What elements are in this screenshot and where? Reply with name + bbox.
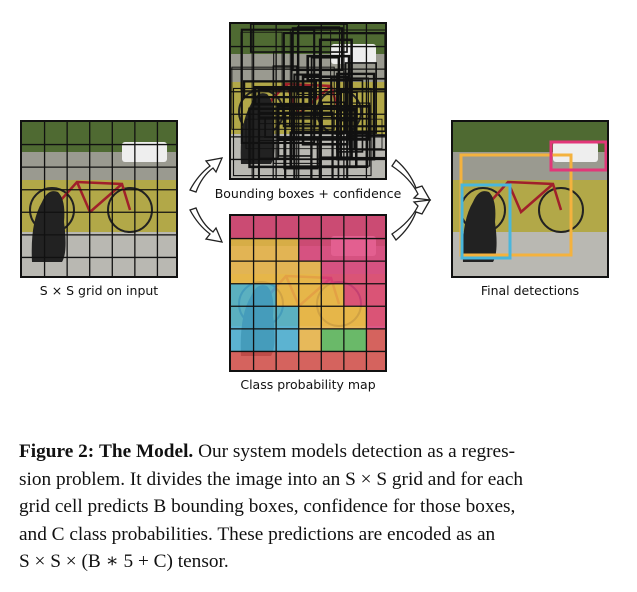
class-cell <box>231 261 254 284</box>
figure-number: Figure 2: <box>19 441 95 462</box>
photo-scene <box>453 122 607 276</box>
bounding-boxes-image <box>229 22 387 180</box>
arrow-merge-top-icon <box>391 159 432 201</box>
class-probability-map <box>229 214 387 372</box>
predicted-box <box>253 85 312 106</box>
class-cell <box>276 306 299 329</box>
caption-line: sion problem. It divides the image into … <box>19 468 524 490</box>
class-cell <box>321 216 344 239</box>
predicted-box <box>242 80 318 99</box>
class-cell <box>366 306 385 329</box>
predicted-box <box>296 26 341 96</box>
predicted-box <box>349 102 371 167</box>
bike-frame <box>482 180 563 215</box>
boxes-label: Bounding boxes + confidence <box>214 186 402 201</box>
class-cell <box>253 306 277 329</box>
class-cell <box>253 216 277 239</box>
predicted-box <box>282 32 385 128</box>
truck <box>122 142 167 162</box>
class-cell <box>343 351 367 370</box>
class-cell <box>298 351 322 370</box>
class-cell <box>231 216 254 239</box>
caption-line: Our system models detection as a regres- <box>193 441 516 462</box>
class-cell <box>253 261 277 284</box>
class-cell <box>298 328 322 352</box>
predicted-box <box>289 131 369 169</box>
arrow-up-icon <box>189 157 224 193</box>
dog <box>462 191 497 262</box>
caption-line: grid cell predicts B bounding boxes, con… <box>19 496 516 517</box>
class-cell <box>276 328 299 352</box>
class-cell <box>276 216 299 239</box>
predicted-box <box>306 54 351 82</box>
figure-caption: Figure 2: The Model. Our system models d… <box>19 438 619 576</box>
predicted-box <box>339 88 385 160</box>
class-cell <box>276 261 299 284</box>
dog <box>31 191 66 262</box>
arrow-merge-bottom-icon <box>391 199 432 241</box>
caption-line: S × S × (B ∗ 5 + C) tensor. <box>19 551 229 572</box>
class-cell <box>343 283 367 307</box>
class-cell <box>343 238 367 262</box>
dog-detection-box <box>460 183 512 260</box>
class-cell <box>343 328 367 352</box>
caption-line: and C class probabilities. These predict… <box>19 523 496 545</box>
class-cell <box>298 261 322 284</box>
class-cell <box>366 351 385 370</box>
class-cell <box>253 351 277 370</box>
final-label: Final detections <box>480 283 580 298</box>
predicted-box <box>291 27 344 72</box>
predicted-box <box>336 109 356 150</box>
class-cell <box>343 261 367 284</box>
bike-wheel <box>107 187 153 233</box>
class-cell <box>231 238 254 262</box>
figure-title: The Model. <box>98 441 194 462</box>
predicted-box <box>277 122 313 157</box>
class-cell <box>321 238 344 262</box>
arrow-down-icon <box>189 207 224 243</box>
class-cell <box>276 351 299 370</box>
class-cell <box>276 238 299 262</box>
final-detections-image <box>451 120 609 278</box>
class-cell <box>366 283 385 307</box>
class-cell <box>321 283 344 307</box>
class-cell <box>321 328 344 352</box>
class-cell <box>253 283 277 307</box>
class-cell <box>321 261 344 284</box>
class-cell <box>231 306 254 329</box>
class-cell <box>343 306 367 329</box>
class-cell <box>366 238 385 262</box>
class-cell <box>321 306 344 329</box>
bike-wheel <box>538 187 584 233</box>
predicted-box <box>245 118 383 150</box>
predicted-box <box>337 91 358 122</box>
classmap-label: Class probability map <box>240 377 376 392</box>
input-grid-image <box>20 120 178 278</box>
class-cell <box>276 283 299 307</box>
car-detection-box <box>549 140 607 172</box>
class-cell <box>253 328 277 352</box>
predicted-box <box>240 31 283 91</box>
predicted-box <box>249 24 348 53</box>
input-label: S × S grid on input <box>39 283 159 298</box>
class-cell <box>231 351 254 370</box>
class-cell <box>366 216 385 239</box>
class-cell <box>321 351 344 370</box>
class-cell <box>231 283 254 307</box>
class-cell <box>231 328 254 352</box>
class-cell <box>343 216 367 239</box>
class-cell <box>298 283 322 307</box>
class-cell <box>298 216 322 239</box>
class-cell <box>298 306 322 329</box>
class-cell <box>298 238 322 262</box>
truck <box>553 142 598 162</box>
photo-scene <box>22 122 176 276</box>
class-cell <box>253 238 277 262</box>
split-arrows <box>189 157 432 243</box>
class-cell <box>366 328 385 352</box>
class-cell <box>366 261 385 284</box>
